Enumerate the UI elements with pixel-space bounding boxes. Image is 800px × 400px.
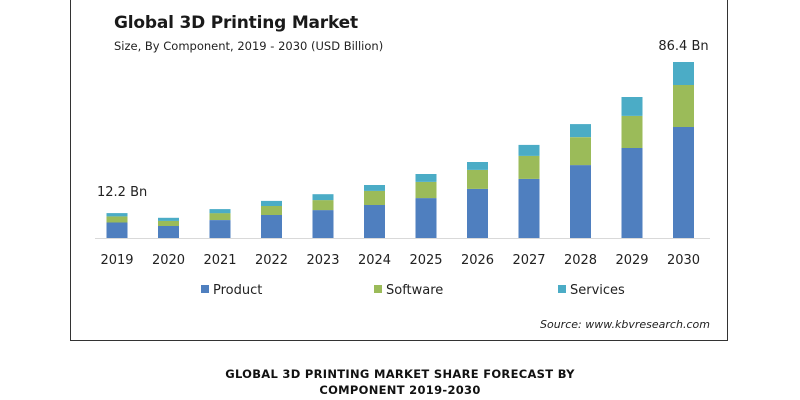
bar-services-2022 — [261, 200, 282, 206]
legend-item-product: Product — [201, 283, 262, 298]
source-text: Source: www.kbvresearch.com — [540, 318, 710, 331]
bar-services-2028 — [570, 124, 591, 138]
bar-product-2025 — [415, 198, 437, 238]
chart-subtitle: Size, By Component, 2019 - 2030 (USD Bil… — [114, 39, 384, 53]
bar-product-2021 — [209, 220, 231, 238]
x-tick-label: 2023 — [306, 253, 339, 268]
bar-services-2025 — [415, 174, 437, 182]
bar-product-2019 — [106, 222, 128, 238]
bar-services-2030 — [673, 62, 694, 85]
x-tick-label: 2021 — [203, 253, 236, 268]
x-tick-label: 2025 — [409, 253, 442, 268]
bars-group — [106, 62, 694, 238]
bar-software-2025 — [415, 182, 437, 199]
bar-services-2019 — [106, 213, 128, 217]
bar-software-2027 — [518, 155, 540, 179]
chart-frame — [70, 0, 728, 341]
caption: GLOBAL 3D PRINTING MARKET SHARE FORECAST… — [0, 366, 800, 398]
x-tick-label: 2028 — [564, 253, 597, 268]
bar-product-2029 — [621, 148, 643, 238]
bar-services-2021 — [209, 209, 231, 214]
bar-software-2030 — [673, 85, 694, 127]
bar-services-2026 — [467, 162, 488, 170]
legend-swatch-product — [201, 285, 209, 293]
x-tick-label: 2026 — [461, 253, 494, 268]
bar-product-2023 — [312, 210, 334, 238]
legend-item-software: Software — [374, 283, 443, 298]
bar-product-2027 — [518, 178, 540, 238]
bar-services-2029 — [621, 97, 643, 116]
value-label-2030: 86.4 Bn — [658, 39, 708, 54]
bar-software-2024 — [364, 190, 385, 205]
x-tick-label: 2027 — [512, 253, 545, 268]
caption-line-1: GLOBAL 3D PRINTING MARKET SHARE FORECAST… — [225, 367, 575, 381]
bar-services-2023 — [312, 194, 334, 201]
legend-label-product: Product — [213, 283, 262, 298]
x-tick-label: 2030 — [667, 253, 700, 268]
bar-software-2021 — [209, 213, 231, 220]
legend-label-software: Software — [386, 283, 443, 298]
x-tick-label: 2029 — [615, 253, 648, 268]
bar-product-2030 — [673, 127, 694, 238]
x-tick-label: 2024 — [358, 253, 391, 268]
bar-product-2022 — [261, 215, 282, 238]
legend-swatch-services — [558, 285, 566, 293]
bar-product-2028 — [570, 165, 591, 238]
bar-software-2019 — [106, 216, 128, 223]
bar-software-2020 — [158, 220, 179, 226]
caption-line-2: COMPONENT 2019-2030 — [319, 383, 481, 397]
bar-product-2024 — [364, 205, 385, 238]
x-tick-label: 2020 — [152, 253, 185, 268]
bar-services-2020 — [158, 217, 179, 221]
bar-product-2020 — [158, 226, 179, 238]
bar-services-2027 — [518, 144, 540, 156]
bar-software-2028 — [570, 137, 591, 166]
bar-services-2024 — [364, 185, 385, 191]
bar-software-2023 — [312, 200, 334, 211]
annotations: 12.2 Bn 86.4 Bn — [97, 39, 709, 200]
chart-title: Global 3D Printing Market — [114, 13, 358, 33]
legend-swatch-software — [374, 285, 382, 293]
legend-label-services: Services — [570, 283, 625, 298]
bar-software-2026 — [467, 170, 488, 189]
x-tick-label: 2022 — [255, 253, 288, 268]
value-label-2019: 12.2 Bn — [97, 185, 147, 200]
legend: Product Software Services — [201, 283, 625, 298]
bar-software-2029 — [621, 116, 643, 148]
x-tick-labels: 2019 2020 2021 2022 2023 2024 2025 2026 2027 2028… — [100, 253, 700, 268]
x-tick-label: 2019 — [100, 253, 133, 268]
bar-software-2022 — [261, 206, 282, 215]
legend-item-services: Services — [558, 283, 625, 298]
bar-product-2026 — [467, 188, 488, 238]
